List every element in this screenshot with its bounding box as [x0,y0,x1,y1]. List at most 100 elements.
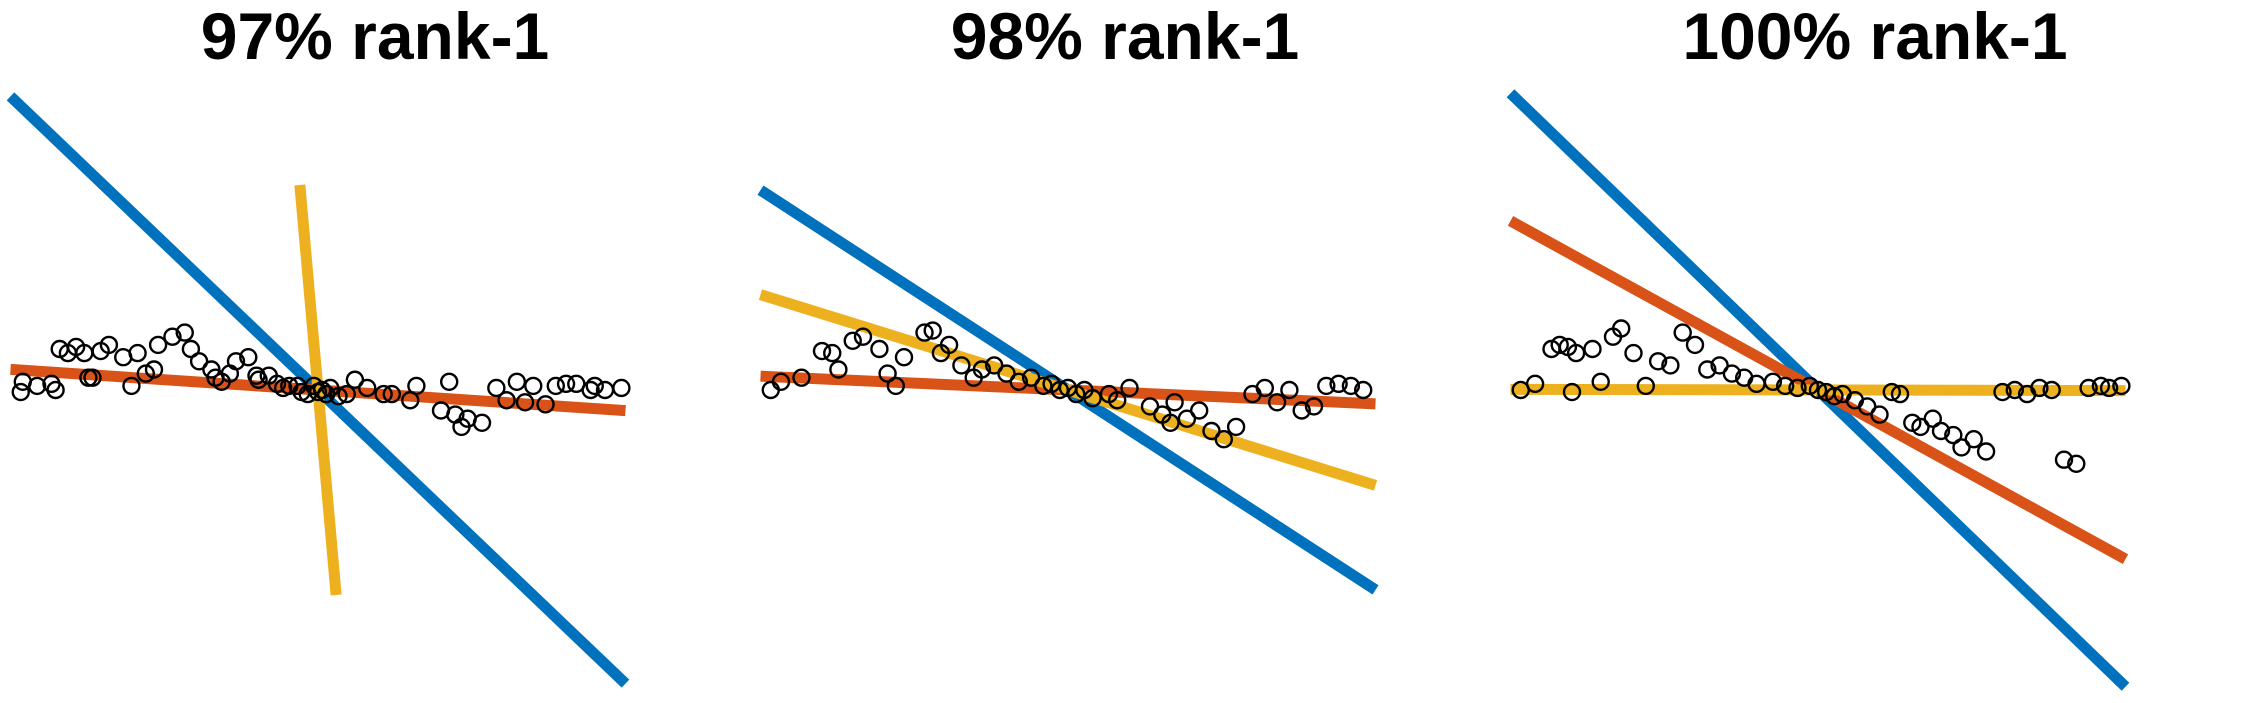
data-point [122,376,141,396]
data-point [1993,382,2012,402]
data-point [337,384,356,404]
data-point [1710,356,1729,375]
data-point [358,378,377,398]
data-point [2112,376,2131,396]
data-point [761,380,780,400]
data-point [1120,378,1139,398]
data-point [923,321,942,340]
data-point [1009,372,1028,391]
data-point [1226,417,1246,437]
data-point [401,391,420,410]
data-point [1202,421,1221,441]
data-point [239,348,258,367]
data-point [1611,319,1631,338]
data-point [1591,372,1610,391]
data-point [11,382,30,402]
data-point [163,327,182,346]
data-point [1763,372,1783,391]
data-point [1525,374,1545,394]
data-point [83,368,102,387]
data-point [1550,335,1569,355]
data-point [546,376,565,396]
data-point [148,335,168,355]
data-point [812,341,832,361]
data-point [382,384,401,404]
data-point [1776,376,1795,396]
scatter-plot-100 [1506,89,2131,691]
data-point [181,339,201,359]
data-point [175,323,194,342]
data-point [1685,335,1705,355]
panel-100: 100% rank-1 [1500,0,2250,703]
data-point [1952,438,1971,457]
data-point [329,386,348,406]
panel-98: 98% rank-1 [750,0,1500,703]
data-point [144,360,164,379]
data-point [2054,450,2074,469]
data-point [1021,368,1041,387]
data-point [1190,401,1209,420]
data-point [1808,380,1828,400]
data-point [894,348,914,367]
data-point [46,380,65,400]
data-point [1825,386,1844,406]
data-point [1354,380,1373,400]
data-point [1698,360,1717,379]
data-point [99,335,119,355]
data-point [536,395,555,414]
data-point [997,364,1016,383]
data-point [1566,343,1586,363]
data-point [524,376,543,396]
data-point [1083,389,1102,408]
scatter-plot-97 [6,92,631,688]
data-point [345,370,365,389]
data-point [792,368,811,387]
data-point [2067,454,2086,473]
panel-title: 97% rank-1 [200,0,550,73]
data-point [1976,442,1996,461]
panel-title: 98% rank-1 [950,0,1300,73]
data-point [1108,391,1127,410]
data-point [1911,417,1930,437]
data-point [1964,430,1983,449]
data-point [249,370,268,389]
data-point [1177,409,1197,428]
data-point [440,372,459,391]
data-point [1034,376,1053,396]
data-point [452,417,471,437]
data-point [1255,378,1274,398]
data-point [843,331,862,350]
data-point [1304,397,1324,416]
panel-97: 97% rank-1 [0,0,750,703]
data-point [1292,401,1311,420]
data-point [1583,339,1602,359]
data-point [226,352,246,371]
data-point [1931,421,1951,441]
data-point [1673,323,1692,342]
data-point [1636,376,1656,396]
data-point [931,343,951,363]
data-point [189,352,209,371]
data-point [1923,409,1942,428]
data-point [771,372,791,391]
data-point [952,356,971,375]
data-point [1165,393,1184,412]
data-point [2005,380,2024,400]
data-point [515,393,535,412]
data-point [472,413,492,432]
data-point [1624,343,1643,363]
data-point [1858,397,1877,416]
data-point [2042,380,2061,400]
data-point [2030,378,2049,398]
data-point [1661,356,1680,375]
data-point [1944,425,1963,445]
data-point [1562,382,1582,402]
data-point [878,364,897,383]
data-point [915,323,934,342]
data-point [581,380,600,400]
data-point [27,376,47,396]
data-point [1890,384,1910,404]
data-point [870,339,889,359]
data-point [507,372,527,391]
data-point [2099,378,2119,398]
